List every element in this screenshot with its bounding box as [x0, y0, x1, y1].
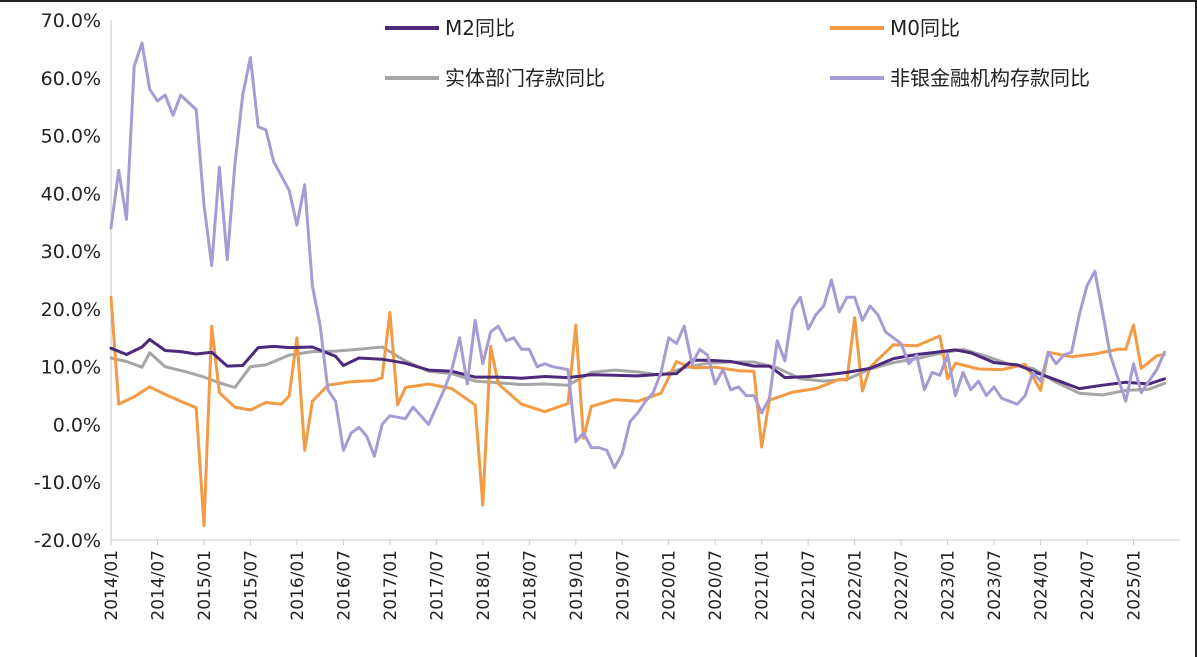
x-tick-label: 2014/07	[148, 550, 168, 621]
series-line-2	[109, 345, 1166, 397]
y-tick-label: 20.0%	[41, 299, 101, 321]
x-tick-label: 2025/01	[1125, 550, 1145, 621]
legend-label-1: M0同比	[890, 16, 960, 40]
y-tick-label: 60.0%	[41, 68, 101, 90]
series-lines	[109, 41, 1166, 528]
x-tick-labels: 2014/01 2014/07 2015/01 2015/07 2016/01 2016/…	[102, 540, 1145, 621]
series-line-3	[109, 41, 1166, 470]
x-tick-label: 2015/07	[241, 550, 261, 621]
y-tick-label: -10.0%	[34, 472, 101, 494]
x-tick-label: 2019/07	[613, 550, 633, 621]
y-tick-label: 10.0%	[41, 357, 101, 379]
x-tick-label: 2021/07	[799, 550, 819, 621]
x-tick-label: 2023/07	[985, 550, 1005, 621]
y-tick-label: -20.0%	[34, 530, 101, 552]
y-tick-label: 30.0%	[41, 241, 101, 263]
x-tick-label: 2021/01	[753, 550, 773, 621]
y-tick-label: 50.0%	[41, 126, 101, 148]
x-tick-label: 2018/01	[474, 550, 494, 621]
y-tick-labels: -20.0% -10.0% 0.0% 10.0% 20.0% 30.0% 40.0% 50.0…	[34, 10, 101, 552]
x-tick-label: 2022/07	[892, 550, 912, 621]
x-tick-label: 2019/01	[567, 550, 587, 621]
y-tick-label: 70.0%	[41, 10, 101, 32]
x-tick-label: 2017/07	[427, 550, 447, 621]
x-tick-label: 2018/07	[520, 550, 540, 621]
x-tick-label: 2024/07	[1078, 550, 1098, 621]
x-tick-label: 2016/07	[334, 550, 354, 621]
series-line-1	[109, 295, 1166, 528]
x-tick-label: 2016/01	[288, 550, 308, 621]
x-tick-label: 2014/01	[102, 550, 122, 621]
series-line-0	[109, 338, 1166, 391]
plot-area: -20.0% -10.0% 0.0% 10.0% 20.0% 30.0% 40.0% 50.0…	[34, 10, 1180, 621]
legend-label-3: 非银金融机构存款同比	[890, 66, 1090, 90]
x-tick-label: 2020/07	[706, 550, 726, 621]
x-tick-label: 2023/01	[939, 550, 959, 621]
x-tick-label: 2020/01	[660, 550, 680, 621]
y-tick-label: 0.0%	[53, 414, 101, 436]
x-tick-label: 2017/01	[381, 550, 401, 621]
x-tick-label: 2015/01	[195, 550, 215, 621]
y-tick-label: 40.0%	[41, 183, 101, 205]
x-tick-label: 2022/01	[846, 550, 866, 621]
legend-label-2: 实体部门存款同比	[445, 66, 605, 90]
legend-label-0: M2同比	[445, 16, 515, 40]
x-tick-label: 2024/01	[1032, 550, 1052, 621]
